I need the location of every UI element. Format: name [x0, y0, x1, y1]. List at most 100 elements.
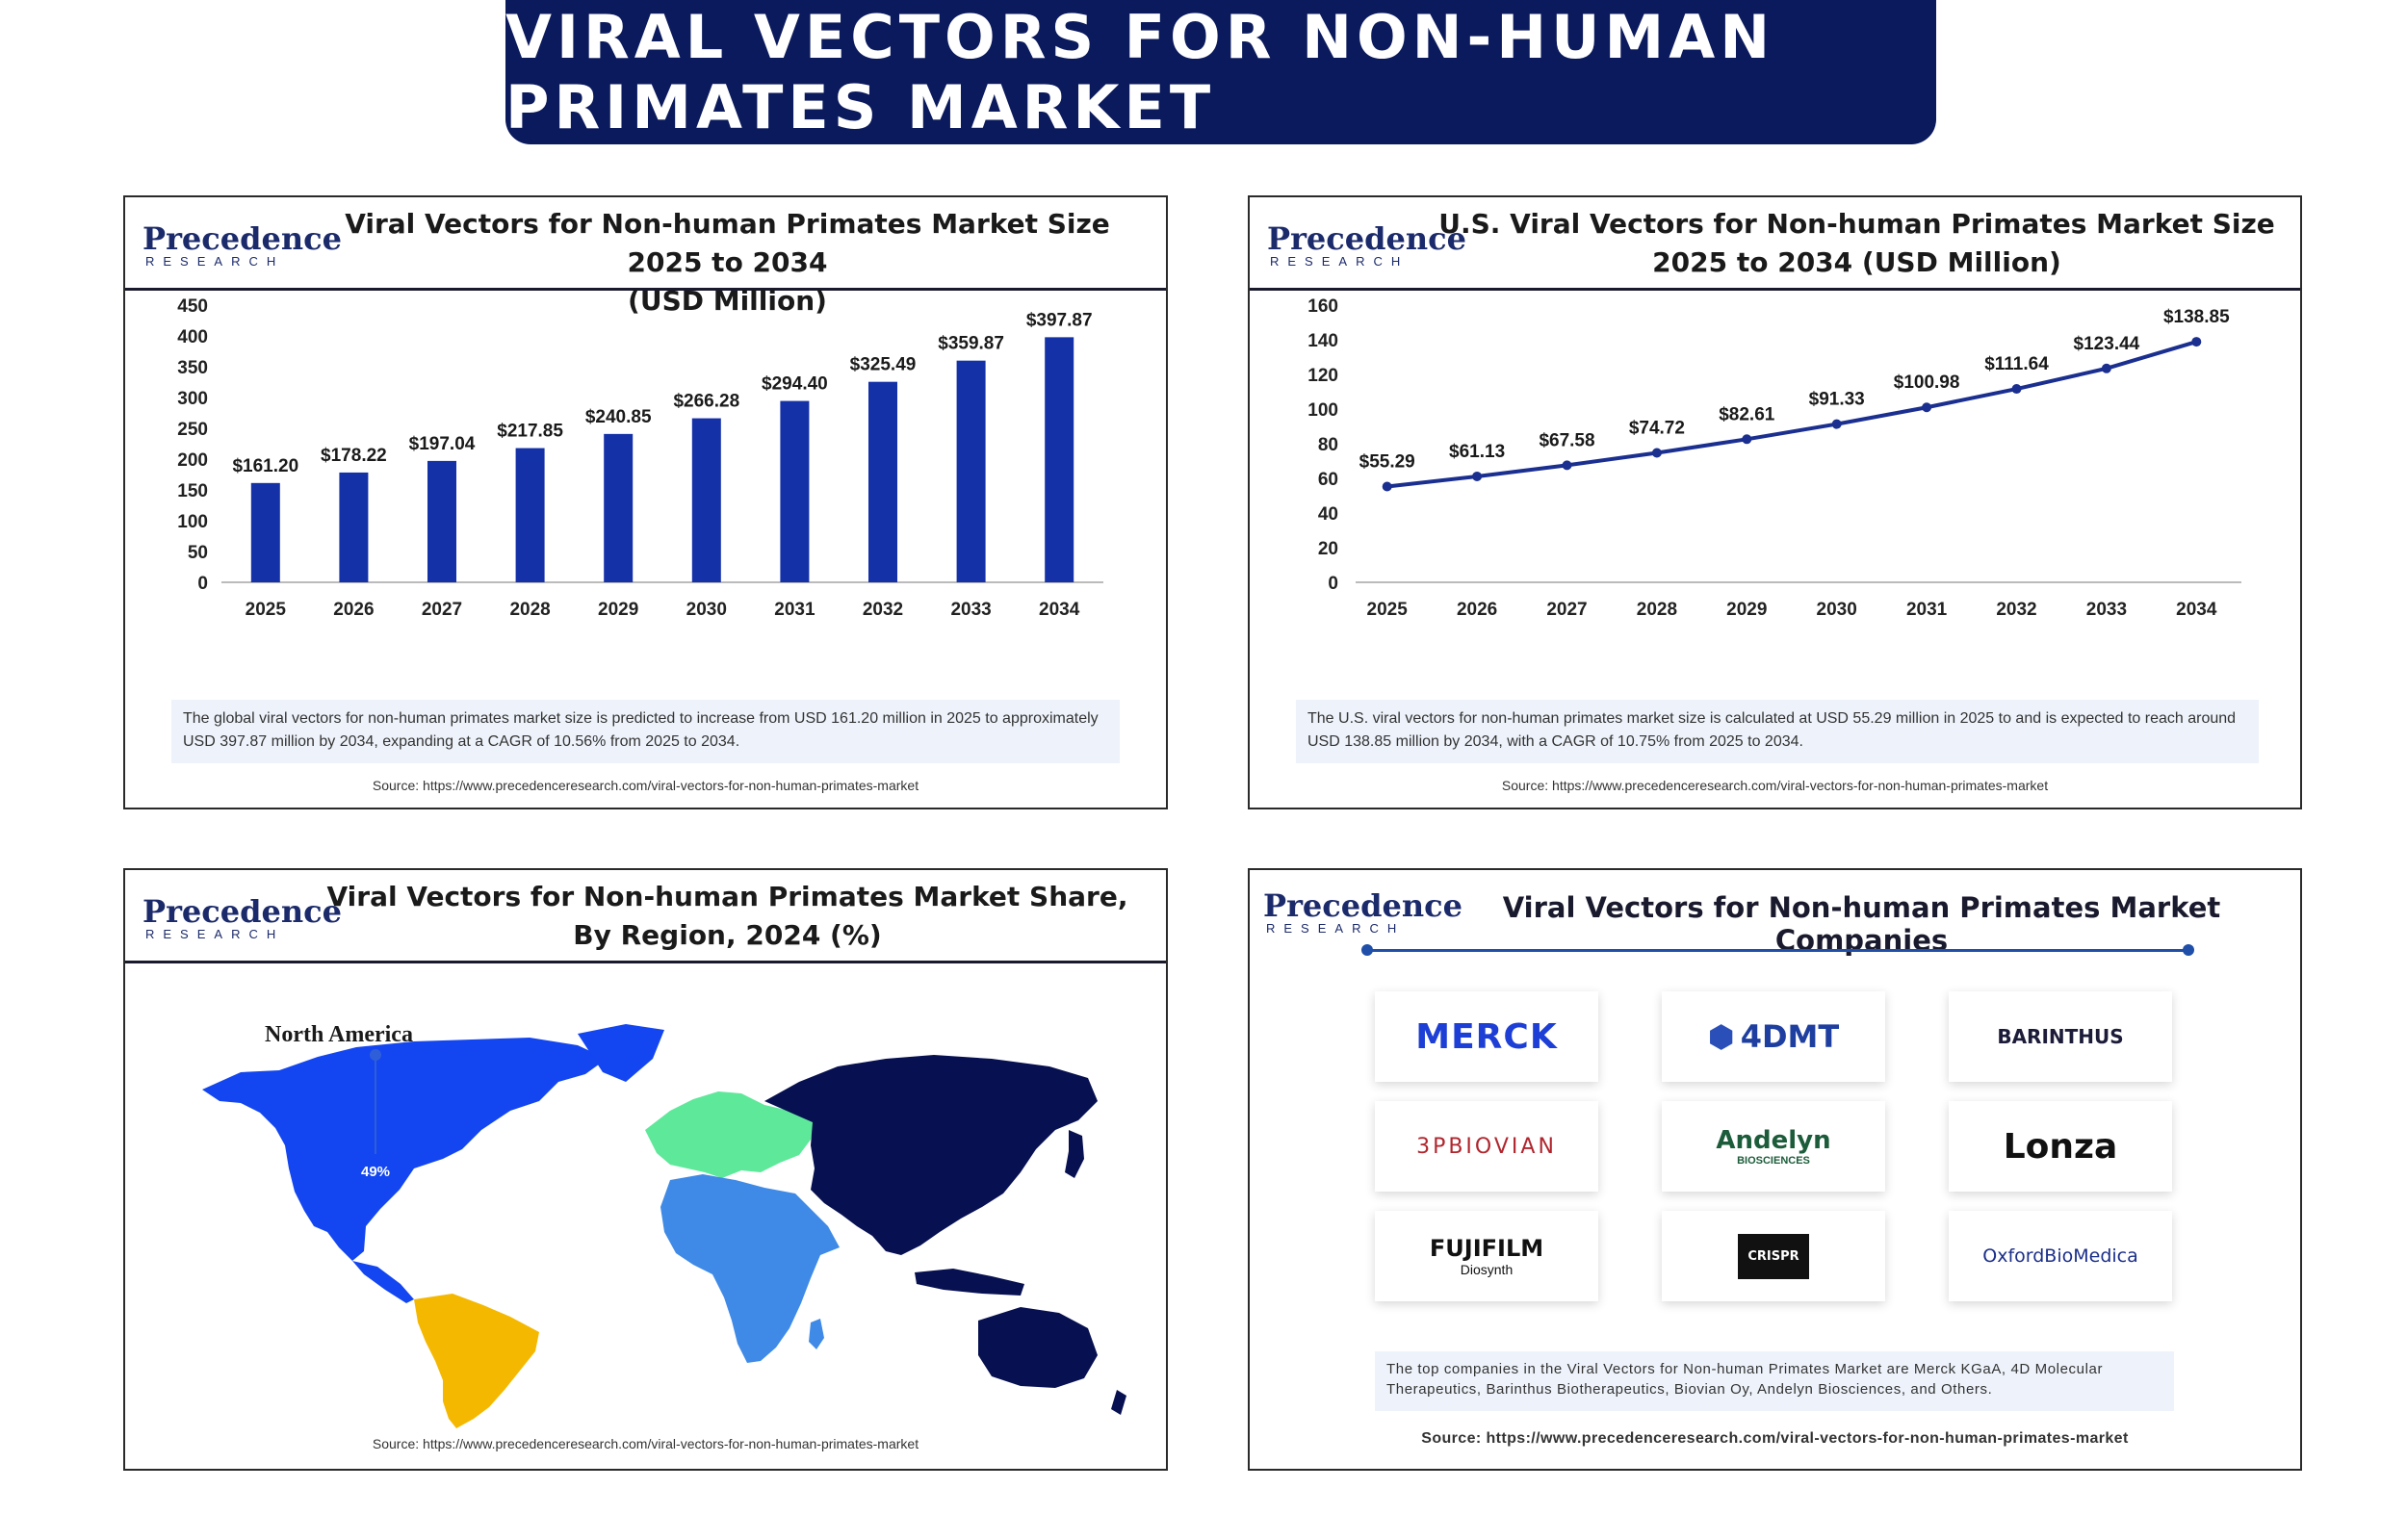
chart-note: The U.S. viral vectors for non-human pri…	[1296, 700, 2259, 763]
panel-header: Precedence RESEARCH Viral Vectors for No…	[125, 197, 1166, 317]
data-label: $82.61	[1719, 404, 1775, 424]
y-tick-label: 200	[177, 450, 208, 471]
data-label: $74.72	[1629, 419, 1685, 439]
fujifilm-logo[interactable]: FUJIFILM Diosynth	[1375, 1211, 1598, 1301]
bar	[427, 460, 456, 582]
x-tick-label: 2034	[2176, 600, 2217, 620]
data-label: $138.85	[2163, 307, 2230, 327]
y-tick-label: 0	[1328, 574, 1338, 594]
map-new-zealand	[1111, 1390, 1126, 1415]
x-tick-label: 2033	[2086, 600, 2127, 620]
data-label: $294.40	[762, 374, 828, 395]
title-underline	[1365, 949, 2188, 952]
x-tick-label: 2025	[246, 600, 287, 620]
biovian-logo[interactable]: 3PBIOVIAN	[1375, 1101, 1598, 1192]
y-tick-label: 140	[1307, 331, 1338, 351]
hexagon-icon: ⬢	[1707, 1018, 1735, 1055]
y-tick-label: 120	[1307, 366, 1338, 386]
x-tick-label: 2030	[1817, 600, 1857, 620]
x-tick-label: 2026	[1457, 600, 1497, 620]
y-tick-label: 80	[1318, 435, 1338, 455]
data-label: $325.49	[850, 355, 917, 375]
x-tick-label: 2028	[1637, 600, 1677, 620]
merck-logo[interactable]: MERCK	[1375, 991, 1598, 1082]
precedence-logo: Precedence RESEARCH	[1263, 887, 1462, 936]
underline-dot-right	[2183, 944, 2194, 956]
x-tick-label: 2034	[1039, 600, 1080, 620]
precedence-logo: Precedence RESEARCH	[142, 220, 342, 269]
north-america-value: 49%	[361, 1164, 390, 1180]
world-map: 49%	[202, 1024, 1126, 1428]
oxford-biomedica-logo[interactable]: OxfordBioMedica	[1949, 1211, 2172, 1301]
panel-title: Viral Vectors for Non-human Primates Mar…	[1502, 891, 2221, 957]
map-japan	[1065, 1130, 1084, 1178]
x-tick-label: 2026	[333, 600, 374, 620]
source-link[interactable]: Source: https://www.precedenceresearch.c…	[372, 778, 919, 793]
bar	[250, 482, 280, 582]
panel-header: Precedence RESEARCH Viral Vectors for No…	[125, 870, 1166, 963]
data-label: $111.64	[1984, 354, 2049, 374]
x-tick-label: 2028	[509, 600, 550, 620]
precedence-logo: Precedence RESEARCH	[1267, 220, 1466, 269]
data-point	[1562, 460, 1572, 471]
map-madagascar	[809, 1319, 824, 1349]
x-tick-label: 2029	[1726, 600, 1767, 620]
y-tick-label: 100	[1307, 400, 1338, 421]
map-europe	[645, 1091, 815, 1178]
data-label: $67.58	[1539, 430, 1594, 450]
data-point	[1382, 481, 1392, 492]
panel-title: U.S. Viral Vectors for Non-human Primate…	[1438, 208, 2275, 278]
source-link[interactable]: Source: https://www.precedenceresearch.c…	[1421, 1430, 2129, 1447]
y-tick-label: 20	[1318, 539, 1338, 559]
andelyn-logo[interactable]: Andelyn BIOSCIENCES	[1662, 1101, 1885, 1192]
bar	[1045, 337, 1074, 582]
map-australia	[978, 1307, 1098, 1388]
north-america-pin-dot	[370, 1049, 381, 1061]
x-tick-label: 2027	[1546, 600, 1587, 620]
y-tick-label: 400	[177, 327, 208, 347]
map-south-america	[414, 1294, 539, 1428]
y-tick-label: 50	[188, 543, 208, 563]
underline-dot-left	[1361, 944, 1373, 956]
chart-note: The global viral vectors for non-human p…	[171, 700, 1120, 763]
4dmt-logo[interactable]: ⬢ 4DMT	[1662, 991, 1885, 1082]
x-tick-label: 2032	[863, 600, 903, 620]
bar	[956, 360, 986, 582]
x-tick-label: 2031	[1906, 600, 1948, 620]
x-tick-label: 2029	[598, 600, 638, 620]
series-line	[1386, 340, 2197, 489]
panel-header: Precedence RESEARCH U.S. Viral Vectors f…	[1250, 197, 2300, 291]
y-tick-label: 0	[197, 574, 208, 594]
data-point	[2191, 337, 2202, 347]
data-point	[1922, 402, 1932, 413]
data-label: $55.29	[1359, 451, 1415, 472]
line-chart: 0 20 40 60 80 100 120 140 160 $55.29 2025 $61.13 202…	[1307, 296, 2241, 620]
data-label: $266.28	[673, 392, 739, 412]
data-label: $397.87	[1026, 310, 1093, 330]
panel-title: Viral Vectors for Non-human Primates Mar…	[345, 208, 1110, 317]
y-tick-label: 100	[177, 512, 208, 532]
lonza-logo[interactable]: Lonza	[1949, 1101, 2172, 1192]
data-point	[1742, 434, 1752, 445]
companies-note: The top companies in the Viral Vectors f…	[1375, 1351, 2174, 1411]
banner-title: VIRAL VECTORS FOR NON-HUMAN PRIMATES MAR…	[505, 2, 1775, 142]
map-greenland	[578, 1024, 664, 1082]
x-tick-label: 2033	[950, 600, 991, 620]
data-label: $123.44	[2074, 334, 2140, 354]
y-tick-label: 150	[177, 481, 208, 501]
y-tick-label: 300	[177, 389, 208, 409]
region-share-panel: Precedence RESEARCH Viral Vectors for No…	[123, 868, 1168, 1471]
source-link[interactable]: Source: https://www.precedenceresearch.c…	[1501, 778, 2049, 793]
y-tick-label: 250	[177, 420, 208, 440]
y-tick-label: 40	[1318, 504, 1338, 525]
barinthus-logo[interactable]: BARINTHUS	[1949, 991, 2172, 1082]
data-label: $359.87	[938, 334, 1004, 354]
bar	[515, 448, 545, 582]
data-label: $197.04	[409, 434, 476, 454]
map-asia	[764, 1055, 1098, 1255]
crispr-logo[interactable]: CRISPR	[1662, 1211, 1885, 1301]
us-market-size-panel: Precedence RESEARCH U.S. Viral Vectors f…	[1248, 195, 2302, 809]
data-point	[1651, 448, 1662, 458]
source-link[interactable]: Source: https://www.precedenceresearch.c…	[372, 1436, 919, 1451]
x-tick-label: 2027	[422, 600, 462, 620]
